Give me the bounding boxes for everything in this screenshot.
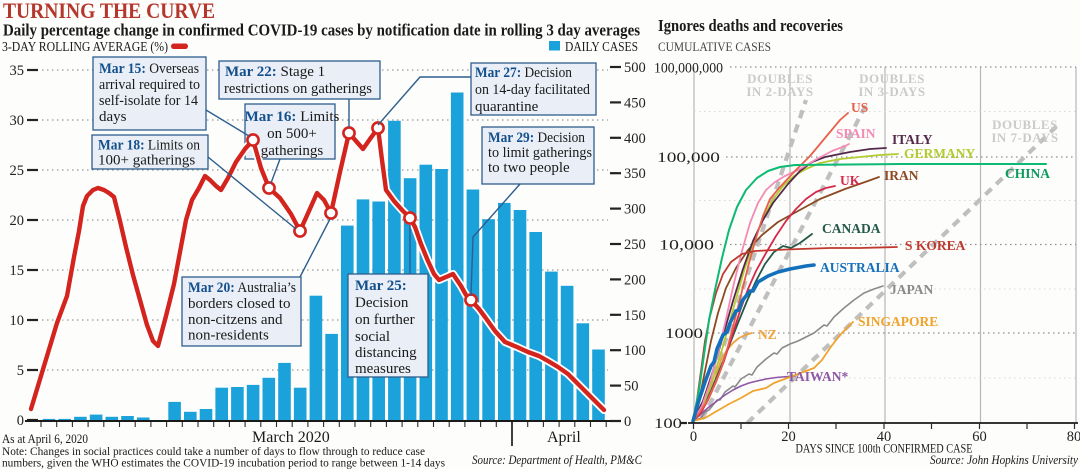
svg-text:borders closed to: borders closed to [188, 296, 290, 312]
svg-text:to two people: to two people [488, 160, 570, 176]
svg-text:350: 350 [624, 166, 646, 182]
svg-text:10,000: 10,000 [659, 238, 714, 254]
svg-text:Daily percentage change in con: Daily percentage change in confirmed COV… [3, 21, 641, 40]
svg-text:100: 100 [624, 343, 646, 359]
svg-text:Source: Department of Health,: Source: Department of Health, PM&C [472, 453, 643, 467]
svg-text:distancing: distancing [355, 345, 417, 361]
svg-text:150: 150 [624, 308, 646, 324]
svg-text:DOUBLES: DOUBLES [992, 117, 1058, 132]
svg-text:35: 35 [10, 63, 25, 79]
svg-text:DOUBLES: DOUBLES [859, 71, 925, 86]
svg-text:250: 250 [624, 237, 646, 253]
svg-text:0: 0 [624, 414, 631, 430]
svg-text:DOUBLES: DOUBLES [747, 71, 813, 86]
svg-text:80: 80 [1067, 429, 1080, 445]
svg-text:JAPAN: JAPAN [890, 282, 933, 297]
svg-text:non-residents: non-residents [188, 328, 269, 344]
svg-text:UK: UK [840, 173, 861, 188]
svg-text:to limit gatherings: to limit gatherings [488, 145, 592, 161]
svg-text:100,000,000: 100,000,000 [654, 61, 723, 77]
svg-text:GERMANY: GERMANY [904, 146, 975, 161]
svg-text:1000: 1000 [665, 326, 703, 342]
svg-text:5: 5 [17, 363, 24, 379]
svg-text:Decision: Decision [355, 295, 409, 311]
svg-text:Mar 22: Stage 1: Mar 22: Stage 1 [225, 64, 325, 80]
svg-text:450: 450 [624, 95, 646, 111]
svg-text:AUSTRALIA: AUSTRALIA [820, 260, 900, 275]
svg-text:S KOREA: S KOREA [905, 238, 966, 253]
svg-text:on 14-day facilitated: on 14-day facilitated [475, 82, 590, 98]
svg-text:100+ gatherings: 100+ gatherings [98, 153, 195, 169]
svg-text:50: 50 [624, 379, 639, 395]
svg-text:NZ: NZ [758, 327, 777, 342]
svg-text:ITALY: ITALY [892, 132, 933, 147]
svg-text:500: 500 [624, 60, 646, 76]
svg-text:Mar 20: Australia’s: Mar 20: Australia’s [188, 280, 296, 296]
svg-text:100,000: 100,000 [657, 150, 720, 166]
svg-text:Mar 27: Decision: Mar 27: Decision [475, 65, 572, 81]
svg-text:0: 0 [690, 429, 697, 445]
svg-text:TAIWAN*: TAIWAN* [787, 369, 849, 384]
svg-text:SPAIN: SPAIN [836, 126, 876, 141]
svg-text:Note: Changes in social practi: Note: Changes in social practices could … [2, 444, 425, 458]
svg-text:gatherings: gatherings [261, 143, 324, 159]
svg-text:Ignores deaths and recoveries: Ignores deaths and recoveries [658, 16, 844, 35]
svg-text:IN 2-DAYS: IN 2-DAYS [746, 84, 813, 99]
svg-text:100: 100 [654, 416, 682, 432]
svg-text:days: days [99, 109, 127, 125]
svg-text:March 2020: March 2020 [252, 429, 330, 446]
svg-text:CUMULATIVE CASES: CUMULATIVE CASES [658, 39, 771, 54]
svg-text:restrictions on gatherings: restrictions on gatherings [224, 81, 372, 97]
svg-text:US: US [851, 100, 868, 115]
svg-text:25: 25 [10, 163, 25, 179]
svg-text:Mar 29: Decision: Mar 29: Decision [488, 130, 585, 146]
svg-text:200: 200 [624, 272, 646, 288]
svg-text:3-DAY ROLLING AVERAGE (%): 3-DAY ROLLING AVERAGE (%) [2, 39, 168, 54]
svg-text:10: 10 [10, 313, 25, 329]
svg-text:social: social [355, 329, 390, 345]
svg-text:Mar 16: Limits: Mar 16: Limits [245, 109, 340, 125]
svg-text:Mar 25:: Mar 25: [355, 278, 407, 294]
svg-text:CHINA: CHINA [1005, 166, 1050, 181]
svg-text:20: 20 [781, 429, 796, 445]
svg-text:30: 30 [10, 113, 25, 129]
svg-text:arrival required to: arrival required to [99, 77, 200, 93]
svg-text:IN 7-DAYS: IN 7-DAYS [991, 130, 1058, 145]
svg-text:40: 40 [877, 429, 892, 445]
svg-text:400: 400 [624, 131, 646, 147]
svg-text:on 500+: on 500+ [267, 126, 317, 142]
svg-text:quarantine: quarantine [475, 99, 539, 115]
svg-text:on further: on further [355, 312, 415, 328]
svg-text:20: 20 [10, 213, 25, 229]
svg-text:0: 0 [17, 413, 24, 429]
svg-text:15: 15 [10, 263, 25, 279]
svg-text:CANADA: CANADA [822, 221, 881, 236]
svg-text:As at April 6, 2020: As at April 6, 2020 [2, 432, 88, 446]
svg-text:numbers, given the WHO estimat: numbers, given the WHO estimates the COV… [2, 456, 445, 469]
svg-text:DAYS SINCE 100th CONFIRMED CAS: DAYS SINCE 100th CONFIRMED CASE [796, 442, 973, 456]
svg-text:DAILY CASES: DAILY CASES [565, 39, 638, 54]
svg-text:60: 60 [972, 429, 987, 445]
svg-text:April: April [547, 429, 581, 446]
svg-text:non-citzens and: non-citzens and [188, 312, 283, 328]
svg-text:Mar 18: Limits on: Mar 18: Limits on [98, 138, 200, 154]
svg-text:IRAN: IRAN [884, 168, 919, 183]
svg-text:Source: John Hopkins Universit: Source: John Hopkins University [930, 453, 1078, 467]
svg-text:self-isolate for 14: self-isolate for 14 [99, 93, 198, 109]
svg-text:SINGAPORE: SINGAPORE [858, 314, 938, 329]
svg-text:300: 300 [624, 202, 646, 218]
svg-text:Mar 15: Overseas: Mar 15: Overseas [99, 61, 199, 77]
svg-text:measures: measures [355, 361, 411, 377]
svg-text:IN 3-DAYS: IN 3-DAYS [858, 84, 925, 99]
svg-text:TURNING THE CURVE: TURNING THE CURVE [3, 0, 215, 23]
